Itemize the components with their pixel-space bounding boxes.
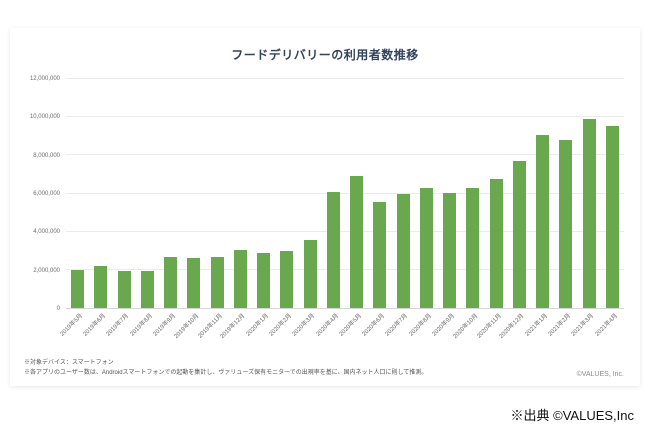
x-axis-label: 2020年4月 [315, 313, 340, 338]
bar-slot: 2021年1月 [524, 79, 554, 338]
chart-area: 0 2,000,000 4,000,000 6,000,000 8,000,000 10,… [16, 76, 624, 340]
bar-slot: 2019年10月 [173, 79, 205, 340]
bar-2019年6月 [94, 266, 108, 308]
bar-slot: 2021年3月 [571, 79, 601, 338]
plot-area: 2019年5月 2019年6月 2019年7月 2019年8月 2019年9月 2019年… [59, 78, 624, 340]
bar-slot: 2020年1月 [245, 79, 275, 338]
bar-slot: 2020年8月 [408, 79, 438, 338]
x-axis-label: 2020年1月 [245, 313, 270, 338]
bar-2020年1月 [257, 252, 271, 308]
y-axis-label: 4,000,000 [33, 229, 60, 236]
bar-2020年4月 [326, 191, 340, 308]
bar-slot: 2019年6月 [83, 79, 112, 338]
x-axis-label: 2020年3月 [291, 313, 317, 338]
bar-slot: 2019年12月 [220, 79, 252, 340]
bar-2019年11月 [210, 257, 224, 308]
x-axis-label: 2021年4月 [594, 313, 619, 338]
footnote-method: ※各アプリのユーザー数は、Androidスマートフォンでの起動を集計し、ヴァリュ… [24, 369, 428, 376]
bar-slot: 2020年5月 [338, 79, 368, 338]
x-axis-label: 2019年5月 [59, 313, 84, 338]
bar-2020年6月 [373, 202, 387, 308]
bar-2020年8月 [419, 187, 433, 308]
bar-2020年12月 [512, 161, 526, 308]
bar-2020年7月 [396, 193, 410, 308]
x-axis-label: 2019年6月 [82, 313, 108, 338]
bar-2019年7月 [117, 270, 131, 308]
y-axis: 0 2,000,000 4,000,000 6,000,000 8,000,000 10,… [16, 76, 66, 312]
y-axis-label: 0 [56, 306, 60, 312]
bar-slot: 2020年10月 [452, 79, 484, 340]
chart-title: フードデリバリーの利用者数推移 [231, 48, 419, 62]
bar-2019年8月 [140, 270, 154, 308]
bar-slot: 2019年9月 [152, 79, 182, 338]
bar-2020年11月 [489, 179, 503, 308]
bar-slot: 2020年4月 [315, 79, 345, 338]
bar-2021年4月 [605, 125, 619, 308]
bar-2021年2月 [559, 140, 573, 308]
y-axis-label: 6,000,000 [33, 191, 60, 197]
bar-slot: 2020年3月 [292, 79, 322, 338]
bar-2021年1月 [536, 135, 550, 308]
bar-slot: 2021年2月 [548, 79, 577, 338]
y-axis-label: 2,000,000 [33, 267, 60, 274]
gridline [66, 116, 624, 118]
gridline [66, 230, 624, 232]
gridline [66, 78, 624, 79]
bars-container: 2019年5月 2019年6月 2019年7月 2019年8月 2019年9月 2019年… [59, 79, 624, 340]
gridline [66, 154, 624, 156]
bar-slot: 2021年4月 [594, 79, 624, 338]
x-axis-label: 2021年1月 [524, 313, 549, 338]
source-note: ※出典 ©VALUES,Inc [510, 408, 634, 423]
bar-2020年5月 [350, 176, 364, 308]
bar-slot: 2020年9月 [431, 79, 461, 338]
x-axis-label: 2020年8月 [408, 313, 433, 338]
bar-2019年12月 [233, 249, 247, 308]
bar-slot: 2019年5月 [59, 79, 89, 338]
x-axis-label: 2021年3月 [570, 313, 596, 338]
bar-slot: 2019年11月 [197, 79, 229, 340]
bar-2020年3月 [303, 240, 317, 308]
bar-2019年10月 [187, 258, 201, 308]
bar-2021年3月 [582, 119, 596, 308]
footnote-device: ※対象デバイス：スマートフォン [24, 359, 114, 366]
x-axis-label: 2019年7月 [105, 313, 131, 338]
x-axis-label: 2020年7月 [384, 313, 410, 338]
bar-2019年5月 [71, 269, 85, 308]
bar-slot: 2020年11月 [476, 79, 508, 340]
copyright: ©VALUES, Inc. [576, 371, 624, 378]
footnotes: ※対象デバイス：スマートフォン ※各アプリのユーザー数は、Androidスマート… [24, 358, 427, 378]
y-axis-label: 10,000,000 [29, 114, 60, 121]
bar-2019年9月 [164, 257, 178, 308]
chart-card: フードデリバリーの利用者数推移 0 2,000,000 4,000,000 6,000… [10, 28, 640, 386]
x-axis-label: 2021年2月 [547, 313, 573, 338]
bar-slot: 2020年7月 [385, 79, 415, 338]
x-axis-label: 2020年2月 [268, 313, 294, 338]
x-axis-label: 2019年8月 [129, 313, 154, 338]
y-axis-label: 12,000,000 [29, 76, 60, 82]
gridline [66, 268, 624, 270]
bar-slot: 2020年6月 [362, 79, 391, 338]
bar-slot: 2019年8月 [129, 79, 159, 338]
chart-footer: ※対象デバイス：スマートフォン ※各アプリのユーザー数は、Androidスマート… [24, 358, 624, 378]
bar-2020年10月 [466, 187, 480, 308]
x-axis-label: 2020年5月 [338, 313, 363, 338]
bar-slot: 2019年7月 [106, 79, 136, 338]
bar-2020年9月 [443, 192, 457, 308]
gridline [66, 192, 624, 194]
y-axis-label: 8,000,000 [33, 152, 60, 159]
bar-slot: 2020年2月 [269, 79, 298, 338]
bar-2020年2月 [280, 250, 294, 308]
x-axis-label: 2020年6月 [361, 313, 387, 338]
bar-slot: 2020年12月 [499, 79, 531, 340]
